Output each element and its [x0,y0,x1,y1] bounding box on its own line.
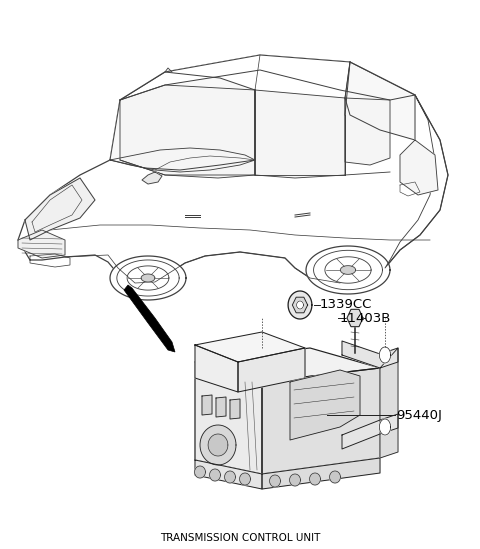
Polygon shape [195,332,305,362]
Polygon shape [238,348,305,392]
Polygon shape [345,98,390,165]
Polygon shape [345,62,415,140]
Polygon shape [306,246,390,294]
Polygon shape [200,425,236,465]
Text: 1339CC: 1339CC [320,299,372,311]
Polygon shape [347,309,363,327]
Polygon shape [194,466,205,478]
Polygon shape [290,370,360,440]
Polygon shape [124,285,175,352]
Polygon shape [342,341,398,368]
Polygon shape [262,458,380,489]
Polygon shape [240,473,251,485]
Polygon shape [330,471,340,483]
Polygon shape [288,291,312,319]
Polygon shape [262,368,380,474]
Polygon shape [270,475,280,487]
Polygon shape [110,72,255,170]
Polygon shape [25,178,95,240]
Polygon shape [120,85,255,178]
Polygon shape [379,347,391,363]
Text: 11403B: 11403B [340,311,391,324]
Polygon shape [120,55,415,100]
Polygon shape [379,419,391,435]
Polygon shape [210,469,220,481]
Polygon shape [342,414,398,449]
Polygon shape [225,471,235,483]
Polygon shape [310,473,321,485]
Text: 95440J: 95440J [396,408,442,422]
Polygon shape [18,230,65,258]
Polygon shape [400,140,438,195]
Polygon shape [289,474,300,486]
Polygon shape [195,362,262,474]
Polygon shape [292,297,308,313]
Polygon shape [255,90,345,178]
Polygon shape [297,301,303,309]
Polygon shape [340,266,356,274]
Polygon shape [18,55,448,283]
Polygon shape [230,399,240,419]
Polygon shape [208,434,228,456]
Polygon shape [380,348,398,458]
Polygon shape [216,397,226,417]
Polygon shape [202,395,212,415]
Polygon shape [195,460,262,489]
Polygon shape [141,274,155,282]
Polygon shape [195,348,380,382]
Text: TRANSMISSION CONTROL UNIT: TRANSMISSION CONTROL UNIT [160,533,320,543]
Polygon shape [110,256,186,300]
Polygon shape [195,345,238,392]
Polygon shape [142,172,162,184]
